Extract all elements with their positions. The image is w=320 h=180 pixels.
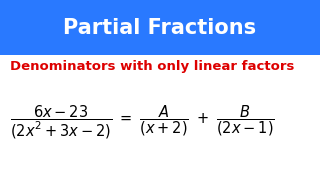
Text: Partial Fractions: Partial Fractions xyxy=(63,18,257,38)
Text: Denominators with only linear factors: Denominators with only linear factors xyxy=(10,60,294,73)
Text: $\dfrac{6x - 23}{(2x^2 + 3x - 2)}\ =\ \dfrac{A}{(x + 2)}\ +\ \dfrac{B}{(2x - 1)}: $\dfrac{6x - 23}{(2x^2 + 3x - 2)}\ =\ \d… xyxy=(10,104,274,141)
FancyBboxPatch shape xyxy=(0,0,320,55)
